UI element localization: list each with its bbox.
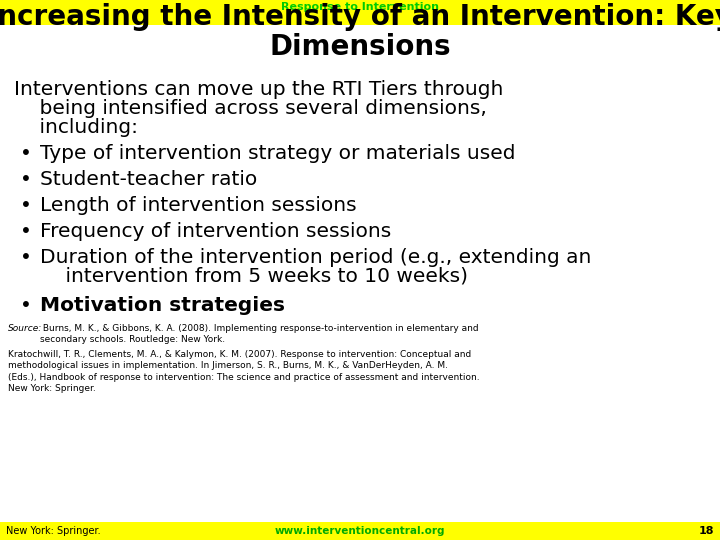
Text: 18: 18 bbox=[698, 526, 714, 536]
Text: Interventions can move up the RTI Tiers through: Interventions can move up the RTI Tiers … bbox=[14, 80, 503, 99]
Text: including:: including: bbox=[14, 118, 138, 137]
Text: •: • bbox=[20, 248, 32, 267]
Text: Duration of the intervention period (e.g., extending an: Duration of the intervention period (e.g… bbox=[40, 248, 591, 267]
Text: Dimensions: Dimensions bbox=[269, 33, 451, 61]
Text: •: • bbox=[20, 144, 32, 163]
Text: being intensified across several dimensions,: being intensified across several dimensi… bbox=[14, 99, 487, 118]
Text: •: • bbox=[20, 170, 32, 189]
Text: •: • bbox=[20, 196, 32, 215]
Bar bbox=[0, 522, 720, 540]
Text: New York: Springer.: New York: Springer. bbox=[6, 526, 101, 536]
Text: Kratochwill, T. R., Clements, M. A., & Kalymon, K. M. (2007). Response to interv: Kratochwill, T. R., Clements, M. A., & K… bbox=[8, 350, 480, 393]
Text: Frequency of intervention sessions: Frequency of intervention sessions bbox=[40, 222, 391, 241]
Text: Increasing the Intensity of an Intervention: Key: Increasing the Intensity of an Intervent… bbox=[0, 3, 720, 31]
Text: Motivation strategies: Motivation strategies bbox=[40, 296, 285, 315]
Text: Burns, M. K., & Gibbons, K. A. (2008). Implementing response-to-intervention in : Burns, M. K., & Gibbons, K. A. (2008). I… bbox=[40, 324, 479, 345]
Text: Source:: Source: bbox=[8, 324, 42, 333]
Text: Student-teacher ratio: Student-teacher ratio bbox=[40, 170, 257, 189]
Text: Type of intervention strategy or materials used: Type of intervention strategy or materia… bbox=[40, 144, 516, 163]
Text: intervention from 5 weeks to 10 weeks): intervention from 5 weeks to 10 weeks) bbox=[40, 267, 468, 286]
Text: Response to Intervention: Response to Intervention bbox=[281, 2, 439, 12]
Text: •: • bbox=[20, 296, 32, 315]
Text: Length of intervention sessions: Length of intervention sessions bbox=[40, 196, 356, 215]
Text: www.interventioncentral.org: www.interventioncentral.org bbox=[275, 526, 445, 536]
Bar bbox=[0, 0, 720, 25]
Text: •: • bbox=[20, 222, 32, 241]
